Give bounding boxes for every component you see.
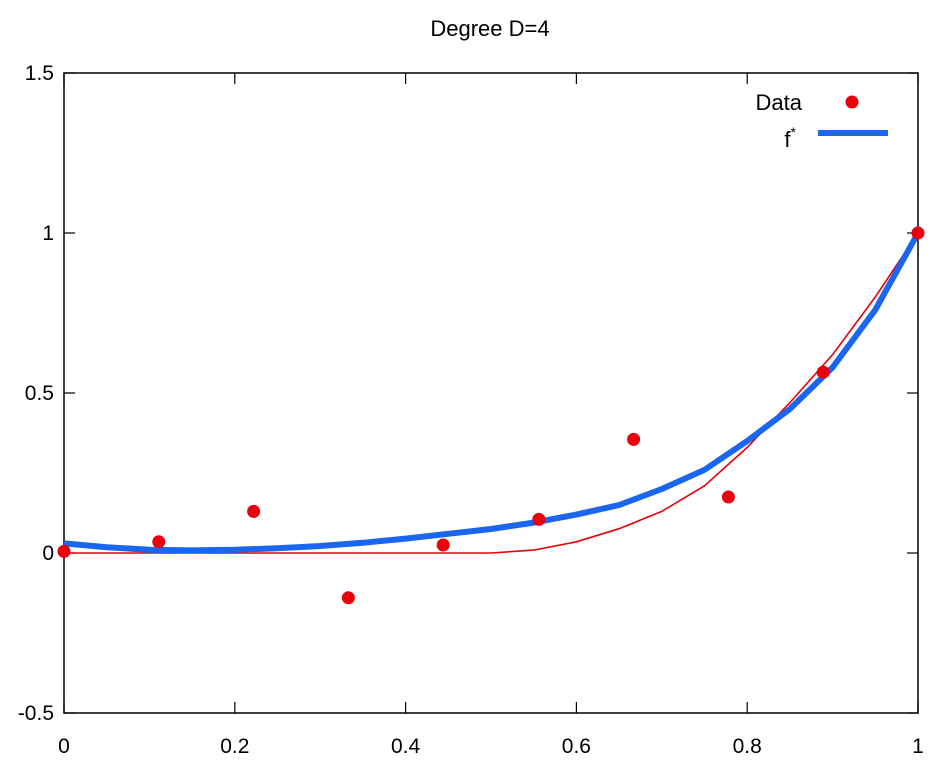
data-point <box>152 535 166 549</box>
legend-label-f: f* <box>784 124 796 152</box>
data-point <box>57 544 71 558</box>
series-layer <box>57 226 925 605</box>
y-tick-label: -0.5 <box>18 702 54 725</box>
x-tick-label: 0.4 <box>391 735 421 758</box>
data-point <box>436 538 450 552</box>
y-tick-label: 0 <box>42 542 54 565</box>
legend: Data f* <box>756 90 888 152</box>
chart-title: Degree D=4 <box>430 16 549 41</box>
true-function-line <box>64 232 918 554</box>
x-tick-label: 0.2 <box>220 735 249 758</box>
axis-tick-labels: 0 0.2 0.4 0.6 0.8 1-0.500.511.5 <box>18 62 924 758</box>
fit-line-f-star <box>64 231 918 554</box>
data-point <box>627 432 641 446</box>
data-point <box>911 226 925 240</box>
plot-frame <box>63 72 919 714</box>
data-point <box>721 490 735 504</box>
data-point <box>341 591 355 605</box>
x-tick-label: 0.8 <box>733 735 762 758</box>
x-tick-label: 0 <box>58 735 70 758</box>
legend-label-f-name: f <box>784 127 791 152</box>
legend-marker-data <box>845 95 859 109</box>
axis-ticks <box>63 72 919 714</box>
y-tick-label: 1.5 <box>25 62 54 85</box>
x-tick-label: 1 <box>912 735 924 758</box>
legend-label-data: Data <box>756 90 803 115</box>
y-tick-label: 0.5 <box>25 382 54 405</box>
data-point <box>816 365 830 379</box>
x-tick-label: 0.6 <box>562 735 591 758</box>
data-point <box>247 504 261 518</box>
y-tick-label: 1 <box>42 222 54 245</box>
plot-area: 0 0.2 0.4 0.6 0.8 1-0.500.511.5 <box>18 62 925 758</box>
data-point <box>532 512 546 526</box>
legend-label-f-superscript: * <box>791 124 797 140</box>
